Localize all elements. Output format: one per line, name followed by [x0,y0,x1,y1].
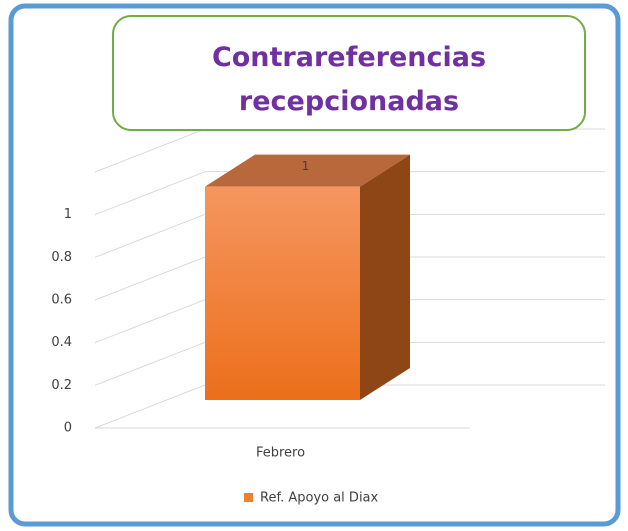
bar-top [205,154,410,187]
y-tick-label: 0 [64,421,72,436]
grid-line [94,341,206,386]
x-tick-label: Febrero [256,446,305,461]
grid-line [94,384,206,429]
grid-line [94,213,206,258]
legend-label: Ref. Apoyo al Diax [260,491,379,506]
grid-line [94,256,206,301]
title-box [112,15,586,131]
grid-line [94,128,206,173]
y-tick-label: 1 [64,207,72,222]
grid-line [94,171,206,216]
title-wrap: Contrareferencias recepcionadas [211,42,487,117]
plot-area: 0 0.2 0.4 0.6 0.8 1 Febrero 1 Ref. Apoyo al Diax [51,128,605,506]
data-label: 1 [302,159,310,173]
grid-line [94,299,206,344]
legend-swatch [244,493,253,502]
y-tick-label: 0.8 [51,250,72,265]
bar [205,186,360,400]
y-tick-label: 0.4 [51,335,72,350]
chart-title: Contrareferencias recepcionadas [211,42,487,117]
y-tick-label: 0.2 [51,378,72,393]
bar-side [360,154,410,400]
y-tick-label: 0.6 [51,293,72,308]
